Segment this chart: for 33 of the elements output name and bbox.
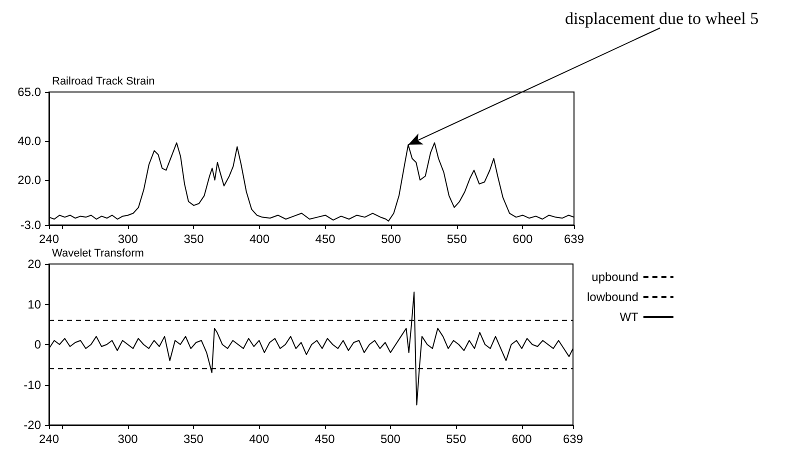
y-tick-label: 10 [28, 297, 42, 312]
chart-title: Wavelet Transform [52, 248, 144, 260]
y-tick-label: 65.0 [18, 85, 42, 99]
y-tick-label: 20 [28, 257, 42, 271]
x-tick-label: 450 [315, 232, 336, 246]
x-tick-label: 300 [118, 432, 138, 446]
x-tick-label: 600 [512, 432, 532, 446]
x-tick-label: 639 [562, 432, 584, 446]
x-tick-label: 639 [564, 232, 584, 246]
y-tick-label: 0 [34, 338, 42, 352]
y-tick-label: -3.0 [20, 218, 42, 232]
annotation: displacement due to wheel 5 [565, 9, 759, 28]
y-tick-label: -10 [24, 378, 42, 392]
x-tick-label: 350 [183, 432, 204, 446]
legend-label: upbound [592, 270, 638, 284]
x-tick-label: 240 [38, 432, 60, 446]
y-tick-label: 40.0 [18, 134, 42, 148]
x-tick-label: 500 [381, 232, 402, 246]
x-tick-label: 240 [38, 232, 60, 246]
x-tick-label: 350 [184, 232, 204, 246]
y-tick-label: 20.0 [18, 173, 42, 188]
x-tick-label: 400 [249, 432, 270, 446]
legend-label: lowbound [587, 290, 638, 304]
x-tick-label: 500 [380, 432, 401, 446]
x-tick-label: 550 [446, 232, 468, 246]
y-tick-label: -20 [24, 418, 42, 432]
legend-label: WT [620, 310, 640, 324]
x-tick-label: 400 [250, 232, 270, 246]
chart-title: Railroad Track Strain [52, 76, 155, 88]
x-tick-label: 600 [512, 232, 534, 246]
x-tick-label: 450 [314, 432, 336, 446]
x-tick-label: 300 [118, 232, 138, 246]
x-tick-label: 550 [446, 432, 466, 446]
